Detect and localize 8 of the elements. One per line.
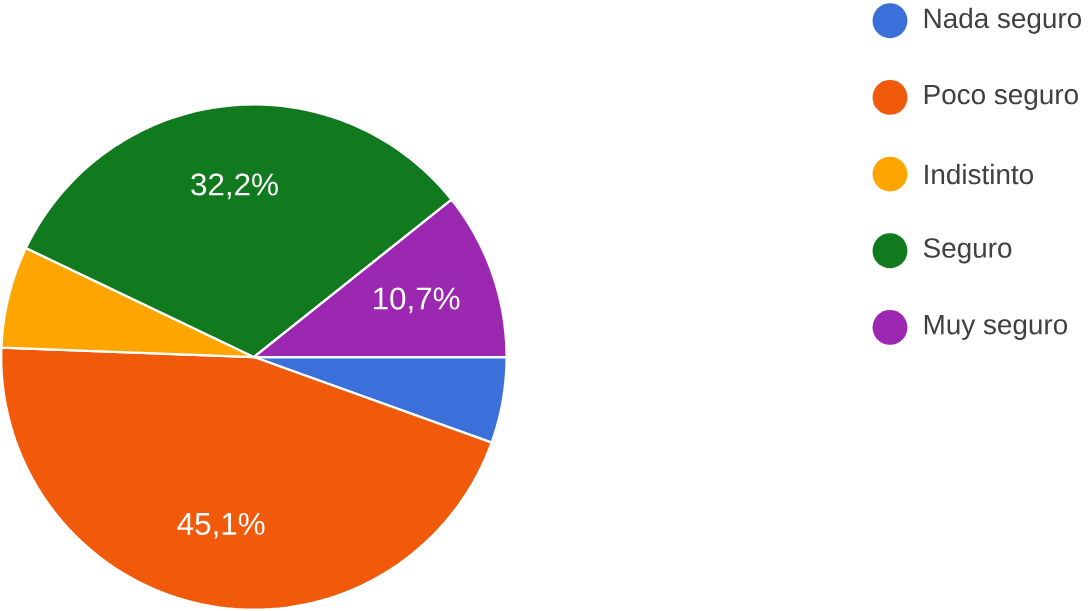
legend-label: Poco seguro (924, 84, 1078, 110)
data-label: 32,2% (191, 173, 278, 200)
legend-label: Indistinto (925, 163, 1033, 185)
legend-label: Nada seguro (924, 7, 1082, 34)
legend-label: Muy seguro (924, 315, 1068, 340)
legend-label: Seguro (923, 238, 1012, 264)
data-label: 10,7% (374, 287, 460, 314)
data-label: 45,1% (177, 512, 265, 539)
